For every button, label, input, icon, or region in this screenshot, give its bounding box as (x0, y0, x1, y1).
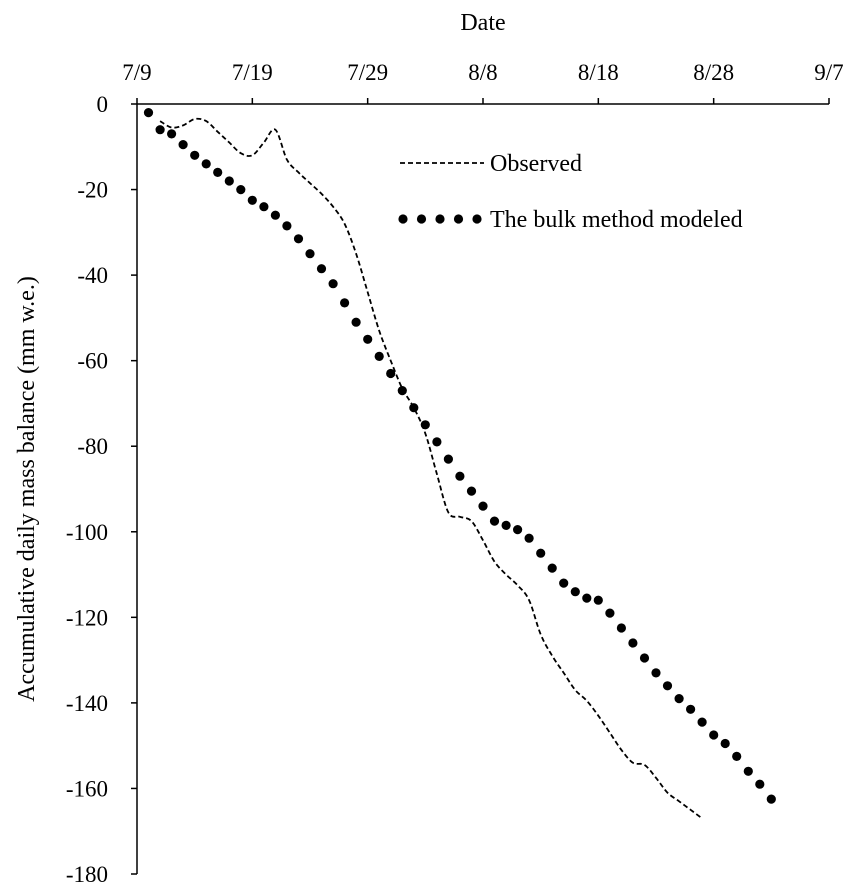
modeled-data-point (524, 533, 534, 543)
modeled-data-point (697, 717, 707, 727)
modeled-data-point (386, 368, 396, 379)
legend-dot (398, 214, 408, 224)
modeled-data-point (409, 403, 419, 413)
x-tick-label: 9/7 (814, 60, 843, 85)
y-tick-label: -140 (66, 691, 108, 716)
x-axis-ticks: 7/9 7/19 7/29 8/8 8/18 8/28 9/7 (122, 60, 844, 104)
x-tick-label: 7/19 (232, 60, 273, 85)
y-tick-label: -100 (66, 520, 108, 545)
legend-label-observed: Observed (490, 151, 582, 177)
modeled-data-point (293, 234, 304, 244)
modeled-data-point (143, 108, 154, 118)
modeled-data-point (213, 167, 223, 177)
modeled-data-point (478, 501, 488, 511)
legend-dot (435, 214, 445, 224)
modeled-data-point (178, 140, 188, 150)
modeled-data-point (374, 351, 384, 361)
modeled-data-point (709, 730, 719, 740)
modeled-data-point (559, 578, 569, 588)
modeled-data-point (247, 195, 257, 205)
x-tick-label: 7/9 (122, 60, 151, 85)
y-tick-label: -120 (66, 605, 108, 630)
x-tick-label: 8/28 (693, 60, 734, 85)
modeled-data-point (547, 563, 557, 573)
x-tick-label: 7/29 (347, 60, 388, 85)
legend-label-modeled: The bulk method modeled (490, 207, 743, 233)
modeled-data-point (766, 794, 776, 804)
y-axis-ticks: 0 -20 -40 -60 -80 -100 -120 -140 -160 -180 (66, 92, 137, 887)
modeled-data-point (190, 150, 200, 160)
modeled-data-point (282, 221, 292, 231)
x-tick-label: 8/18 (578, 60, 619, 85)
modeled-data-point (466, 486, 477, 496)
modeled-data-point (224, 176, 234, 186)
modeled-data-point (616, 623, 627, 633)
modeled-data-point (570, 587, 580, 597)
y-tick-label: -40 (77, 263, 108, 288)
modeled-data-point (582, 593, 592, 603)
legend: Observed The bulk method modeled (398, 151, 743, 233)
modeled-data-point (628, 638, 638, 648)
modeled-data-point (443, 454, 453, 464)
modeled-data-point (270, 210, 280, 220)
legend-dot (453, 214, 464, 224)
modeled-data-point (259, 202, 269, 212)
modeled-data-point (720, 738, 730, 749)
modeled-data-point (167, 129, 177, 139)
x-axis-title: Date (460, 10, 505, 36)
y-tick-label: -160 (66, 776, 108, 801)
modeled-data-point (363, 334, 373, 344)
modeled-data-point (316, 264, 327, 274)
y-tick-label: -20 (77, 178, 108, 203)
plot-area (143, 108, 776, 820)
modeled-data-point (305, 249, 315, 259)
modeled-data-point (201, 159, 211, 169)
modeled-data-point (755, 779, 765, 789)
modeled-data-point (236, 185, 246, 195)
modeled-data-point (513, 525, 523, 535)
y-tick-label: -60 (77, 349, 108, 374)
modeled-data-point (743, 766, 753, 776)
legend-dot (416, 214, 427, 224)
y-axis-title: Accumulative daily mass balance (mm w.e.… (14, 276, 40, 702)
x-tick-label: 8/8 (468, 60, 497, 85)
modeled-data-point (674, 694, 684, 704)
modeled-data-point (432, 437, 442, 447)
modeled-data-point (651, 668, 661, 678)
modeled-data-point (489, 516, 500, 526)
modeled-data-point (455, 471, 465, 481)
y-tick-label: -180 (66, 862, 108, 887)
modeled-data-point (340, 298, 350, 308)
legend-dot (472, 214, 482, 224)
modeled-data-point (593, 595, 603, 605)
legend-swatch-modeled (398, 214, 482, 224)
observed-series-line (159, 117, 703, 820)
modeled-data-point (686, 704, 696, 714)
modeled-data-point (501, 520, 511, 531)
modeled-data-point (732, 751, 742, 762)
modeled-data-point (420, 420, 430, 430)
y-tick-label: 0 (97, 92, 109, 117)
modeled-data-point (328, 279, 338, 289)
modeled-data-point (605, 608, 615, 618)
modeled-data-point (662, 681, 673, 691)
y-tick-label: -80 (77, 434, 108, 459)
modeled-data-point (155, 125, 165, 135)
modeled-data-point (351, 317, 361, 327)
modeled-data-point (639, 653, 650, 663)
modeled-data-point (397, 386, 407, 396)
modeled-data-point (536, 548, 546, 558)
